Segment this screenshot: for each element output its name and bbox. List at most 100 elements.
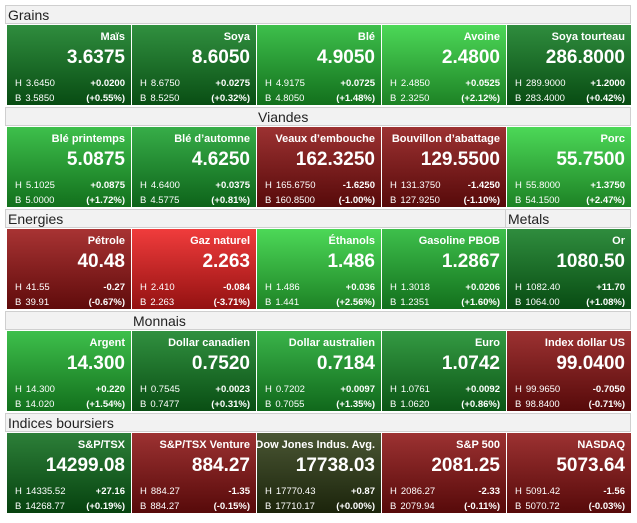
range-value: 39.91 <box>25 297 50 308</box>
quote-name: Maïs <box>100 31 125 43</box>
quote-percent: (+1.54%) <box>86 399 125 410</box>
quote-change: -0.27 <box>103 282 125 293</box>
range-label: B <box>140 297 147 308</box>
section-header: Metals <box>505 209 631 228</box>
section-header: Grains <box>5 5 631 24</box>
quote-tile: Pétrole 40.48 H 41.55 -0.27 B 39.91 (-0.67%) <box>7 229 131 309</box>
quote-change: -1.4250 <box>467 180 500 191</box>
quote-tile: Gaz naturel 2.263 H 2.410 -0.084 B 2.263 (-3.71… <box>132 229 256 309</box>
range-label: B <box>265 297 272 308</box>
quote-change: +0.0097 <box>340 384 375 395</box>
range-value: 0.7545 <box>150 384 180 395</box>
range-value: 1.0761 <box>400 384 430 395</box>
range-value: 54.1500 <box>525 195 560 206</box>
quote-range: B 0.7477 <box>140 399 179 410</box>
quote-name: Bouvillon d’abattage <box>391 133 500 145</box>
quote-name: Gaz naturel <box>190 235 250 247</box>
quote-change: -2.33 <box>478 486 500 497</box>
quote-change: +0.0092 <box>465 384 500 395</box>
quote-percent: (+0.55%) <box>86 93 125 104</box>
section-title: Indices boursiers <box>8 415 114 431</box>
quote-name: S&P 500 <box>456 439 500 451</box>
quote-last: 1.2867 <box>441 251 500 272</box>
quote-range: H 14335.52 <box>15 486 66 497</box>
quote-last: 0.7520 <box>191 353 250 374</box>
quote-last: 17738.03 <box>295 455 375 476</box>
quote-percent: (+0.81%) <box>211 195 250 206</box>
quote-tile: NASDAQ 5073.64 H 5091.42 -1.56 B 5070.72 (-0.03… <box>507 433 631 513</box>
quote-tile: Euro 1.0742 H 1.0761 +0.0092 B 1.0620 (+0.86%) <box>382 331 506 411</box>
quote-percent: (-1.10%) <box>463 195 500 206</box>
quote-tile: S&P/TSX 14299.08 H 14335.52 +27.16 B 14268.77 (… <box>7 433 131 513</box>
quote-percent: (+0.19%) <box>86 501 125 512</box>
quote-last: 286.8000 <box>545 47 625 68</box>
quote-range: H 4.6400 <box>140 180 180 191</box>
quote-name: Dow Jones Indus. Avg. <box>255 439 375 451</box>
quote-change: +0.0525 <box>465 78 500 89</box>
range-value: 131.3750 <box>400 180 441 191</box>
section-title: Monnais <box>133 313 186 329</box>
quote-tile: Veaux d’embouche 162.3250 H 165.6750 -1.6250… <box>257 127 381 207</box>
quote-last: 40.48 <box>77 251 125 272</box>
quote-name: Dollar australien <box>288 337 375 349</box>
quote-tile: Blé d’automne 4.6250 H 4.6400 +0.0375 B 4.5775… <box>132 127 256 207</box>
range-label: B <box>515 195 522 206</box>
range-value: 5091.42 <box>525 486 561 497</box>
quote-range: B 8.5250 <box>140 93 179 104</box>
range-label: H <box>140 180 147 191</box>
quote-last: 4.9050 <box>316 47 375 68</box>
range-label: H <box>390 282 397 293</box>
quote-range: B 0.7055 <box>265 399 304 410</box>
range-value: 17770.43 <box>275 486 316 497</box>
range-label: H <box>265 180 272 191</box>
range-value: 41.55 <box>25 282 50 293</box>
quote-range: B 160.8500 <box>265 195 315 206</box>
quote-range: B 5070.72 <box>515 501 560 512</box>
quote-change: +0.220 <box>95 384 125 395</box>
quote-name: Soya <box>223 31 250 43</box>
range-label: B <box>390 399 397 410</box>
quote-name: Argent <box>89 337 125 349</box>
quote-last: 55.7500 <box>556 149 625 170</box>
range-label: H <box>265 78 272 89</box>
range-value: 0.7477 <box>150 399 180 410</box>
section-title: Metals <box>508 211 550 227</box>
quote-range: H 1.486 <box>265 282 300 293</box>
range-label: B <box>15 501 22 512</box>
quote-tile: S&P/TSX Venture 884.27 H 884.27 -1.35 B 884.27… <box>132 433 256 513</box>
quote-change: -1.6250 <box>342 180 375 191</box>
range-label: B <box>140 399 147 410</box>
range-value: 3.5850 <box>25 93 55 104</box>
section-header: Indices boursiers <box>5 413 631 432</box>
quote-range: B 54.1500 <box>515 195 560 206</box>
range-value: 160.8500 <box>275 195 315 206</box>
quote-name: Blé d’automne <box>174 133 250 145</box>
quote-percent: (-0.15%) <box>213 501 250 512</box>
quote-tile: S&P 500 2081.25 H 2086.27 -2.33 B 2079.94 (-0.1… <box>382 433 506 513</box>
quote-range: H 5.1025 <box>15 180 55 191</box>
range-label: B <box>515 297 522 308</box>
range-value: 2086.27 <box>400 486 436 497</box>
quote-range: H 8.6750 <box>140 78 180 89</box>
range-label: H <box>390 180 397 191</box>
range-label: B <box>15 195 22 206</box>
quote-range: B 127.9250 <box>390 195 440 206</box>
quote-range: B 2079.94 <box>390 501 435 512</box>
quote-range: H 1082.40 <box>515 282 560 293</box>
range-label: B <box>140 501 147 512</box>
range-label: H <box>515 282 522 293</box>
quote-last: 162.3250 <box>295 149 375 170</box>
range-label: H <box>15 78 22 89</box>
quote-change: +0.0275 <box>215 78 250 89</box>
quote-range: B 14.020 <box>15 399 54 410</box>
quote-range: H 14.300 <box>15 384 55 395</box>
quote-range: B 17710.17 <box>265 501 315 512</box>
quote-percent: (+2.12%) <box>461 93 500 104</box>
range-value: 1064.00 <box>525 297 560 308</box>
quote-range: B 283.4000 <box>515 93 565 104</box>
quote-range: H 2.410 <box>140 282 175 293</box>
quote-last: 2.4800 <box>441 47 500 68</box>
quote-range: H 17770.43 <box>265 486 316 497</box>
quote-range: B 1.441 <box>265 297 299 308</box>
quote-last: 2081.25 <box>431 455 500 476</box>
